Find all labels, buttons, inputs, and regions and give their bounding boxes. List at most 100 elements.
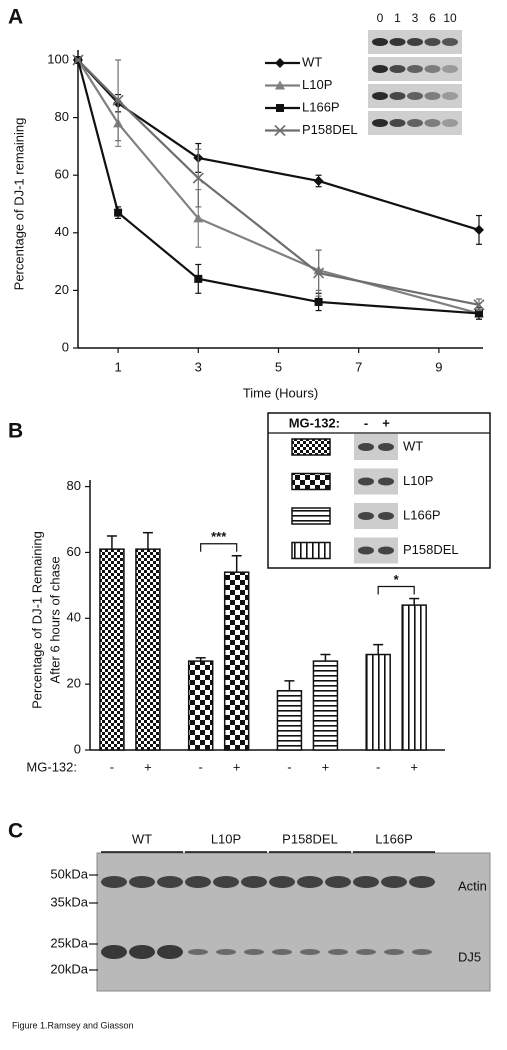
blot-band (407, 38, 423, 46)
y-tick-label: 40 (55, 224, 69, 239)
y-axis-title: After 6 hours of chase (47, 556, 62, 683)
error-bar (231, 554, 242, 573)
blot-band (372, 65, 388, 73)
blot-band (129, 876, 155, 888)
blot-image (96, 852, 491, 992)
x-tick-label: + (233, 759, 241, 774)
legend-swatch (291, 541, 331, 560)
marker (192, 172, 204, 184)
legend-label: L166P (403, 507, 441, 522)
marker-stroke (112, 94, 124, 106)
blot-band (424, 38, 441, 46)
y-tick-label: 20 (67, 676, 81, 691)
x-tick-label: 1 (114, 359, 121, 374)
bar (187, 660, 214, 751)
blot-band (185, 876, 211, 888)
legend-label: L10P (403, 473, 433, 488)
lane-label: 6 (429, 11, 436, 25)
y-tick-label: 80 (55, 109, 69, 124)
blot-band (424, 92, 441, 100)
marker-stroke (274, 124, 286, 137)
x-tick-label: + (410, 759, 418, 774)
legend-label: WT (302, 54, 322, 69)
x-tick-label: - (110, 759, 114, 774)
inset-lane-label: + (382, 415, 390, 430)
lane-label: 3 (412, 11, 419, 25)
significance-bracket (377, 585, 415, 595)
blot-band (101, 945, 127, 959)
blot-band (129, 945, 155, 959)
panel-label: B (8, 420, 23, 443)
blot-band (157, 945, 183, 959)
lane-label: 0 (377, 11, 384, 25)
blot-band (216, 949, 236, 955)
marker (473, 299, 485, 311)
blot-band (353, 876, 379, 888)
y-tick-label: 60 (55, 167, 69, 182)
blot-band (244, 949, 264, 955)
y-tick-label: 0 (74, 741, 81, 756)
lane-group-label: L166P (375, 831, 413, 846)
y-axis-title: Percentage of DJ-1 Remaining (29, 531, 44, 709)
inset-header: MG-132: (289, 415, 340, 430)
marker-stroke (473, 299, 485, 311)
marker-stroke (313, 267, 325, 279)
blot-band (241, 876, 267, 888)
panel-label: C (8, 820, 23, 843)
blot-band (372, 119, 388, 127)
error-bar (142, 531, 153, 550)
y-axis-title: Percentage of DJ-1 remaining (11, 118, 26, 291)
x-tick-label: 5 (275, 359, 282, 374)
legend-marker (274, 124, 286, 137)
y-tick-label: 0 (62, 339, 69, 354)
blot-band (378, 443, 394, 451)
error-bar (409, 597, 420, 606)
marker (114, 208, 123, 217)
legend-marker (275, 58, 285, 68)
y-tick-label: 20 (55, 282, 69, 297)
blot-band (378, 477, 394, 486)
marker (313, 267, 325, 279)
legend-swatch (291, 472, 331, 491)
blot-band (407, 119, 423, 127)
blot-band (358, 477, 374, 486)
x-tick-label: 7 (355, 359, 362, 374)
marker-stroke (72, 54, 84, 66)
y-tick-label: 80 (67, 478, 81, 493)
x-tick-label: + (322, 759, 330, 774)
blot-band (372, 38, 388, 46)
blot-band (272, 949, 292, 955)
marker (193, 213, 204, 223)
blot-band (389, 38, 406, 46)
blot-band (297, 876, 323, 888)
blot-band (188, 949, 208, 955)
significance-label: * (394, 572, 400, 587)
inset-lane-label: - (364, 415, 368, 430)
blot-band (378, 512, 394, 520)
legend-swatch (291, 507, 331, 525)
x-axis-title: Time (Hours) (243, 385, 318, 400)
blot-band (213, 876, 239, 888)
lane-group-label: L10P (211, 831, 241, 846)
x-tick-label: - (376, 759, 380, 774)
blot-band (389, 92, 406, 100)
size-marker-label: 25kDa (50, 935, 88, 950)
y-tick-label: 100 (47, 51, 69, 66)
legend-label: L166P (302, 99, 340, 114)
blot-band (378, 546, 394, 555)
legend-marker (275, 80, 285, 90)
lane-group-label: P158DEL (282, 831, 338, 846)
caption: Figure 1.Ramsey and Giasson (12, 1020, 134, 1030)
blot-band (424, 119, 441, 127)
legend-swatch (291, 438, 331, 456)
blot-band (269, 876, 295, 888)
significance-label: *** (211, 529, 227, 544)
marker-stroke (192, 172, 204, 184)
bar (276, 689, 303, 751)
marker (72, 54, 84, 66)
size-marker-label: 35kDa (50, 894, 88, 909)
bar (401, 604, 427, 751)
marker (112, 94, 124, 106)
x-tick-label: + (144, 759, 152, 774)
